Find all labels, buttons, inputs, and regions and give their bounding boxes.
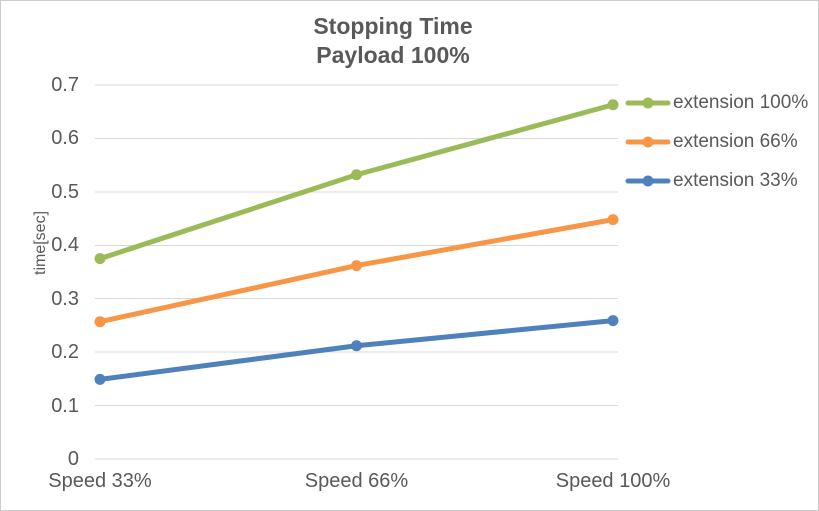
data-point [607,99,619,111]
data-point [94,373,106,385]
x-tick-label: Speed 66% [304,470,409,492]
legend-line-marker-icon [625,97,671,109]
legend-label: extension 66% [673,131,798,152]
data-point [94,316,106,328]
legend-line-marker-icon [625,136,671,148]
data-point [607,214,619,226]
y-tick-label: 0 [67,448,79,470]
data-point [607,315,619,327]
legend-item: extension 33% [625,167,808,195]
y-axis-title: time[sec] [32,210,50,275]
data-point [351,169,362,181]
data-point [351,340,362,352]
chart-title-line1: Stopping Time [313,13,473,39]
legend-line-marker-icon [625,175,671,187]
y-tick-label: 0.4 [51,234,79,257]
y-tick-label: 0.6 [51,127,79,150]
y-tick-label: 0.3 [51,287,79,310]
data-point [351,260,362,272]
legend-label: extension 33% [673,170,798,191]
legend-item: extension 66% [625,128,808,156]
x-tick-label: Speed 33% [48,470,152,492]
x-tick-label: Speed 100% [555,470,671,492]
y-tick-label: 0.2 [51,341,79,364]
y-tick-label: 0.1 [51,394,79,417]
chart-title-line2: Payload 100% [316,42,470,68]
chart-title: Stopping Time Payload 100% [1,12,785,70]
data-point [94,253,106,265]
y-tick-label: 0.7 [51,74,79,96]
y-tick-label: 0.5 [51,180,79,203]
legend-item: extension 100% [625,89,808,117]
legend: extension 100% extension 66% extension 33% [625,89,808,206]
legend-label: extension 100% [673,92,809,113]
